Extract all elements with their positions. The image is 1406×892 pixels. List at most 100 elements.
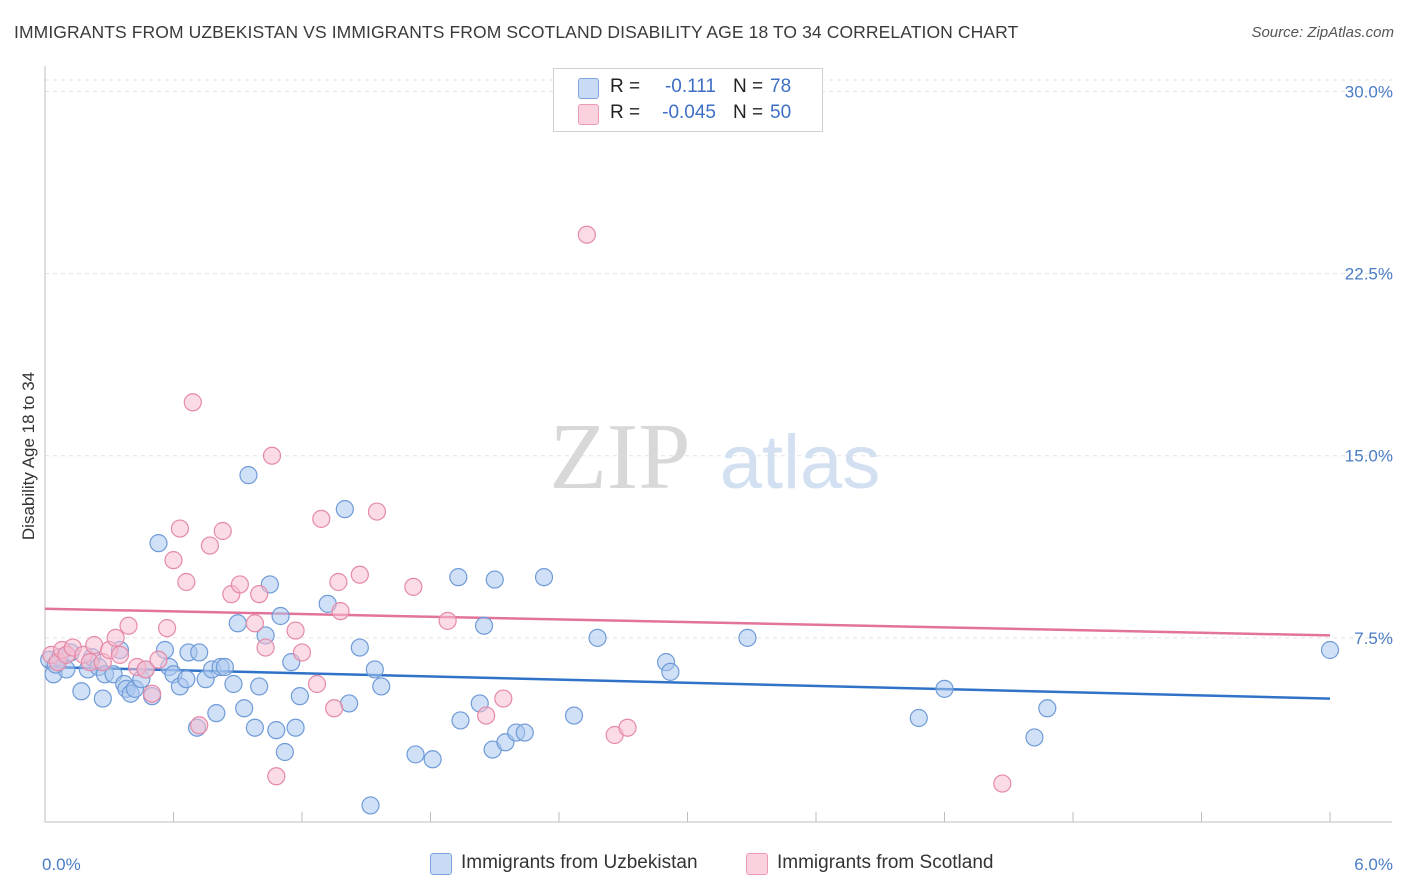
y-tick-label: 15.0% bbox=[1345, 447, 1393, 466]
legend-n-label: N = bbox=[733, 76, 764, 97]
uzbekistan-point bbox=[361, 796, 380, 815]
scotland-point bbox=[438, 611, 457, 630]
uzbekistan-point bbox=[340, 694, 359, 713]
uzbekistan-point bbox=[286, 718, 305, 737]
uzbekistan-point bbox=[661, 662, 680, 681]
uzbekistan-trend-line bbox=[44, 665, 1331, 700]
scotland-point bbox=[142, 684, 162, 703]
uzbekistan-point bbox=[245, 718, 264, 737]
scotland-point bbox=[85, 636, 104, 655]
legend-swatch-scotland bbox=[578, 104, 599, 125]
scotland-point bbox=[170, 519, 190, 538]
grid bbox=[45, 79, 1392, 639]
uzbekistan-point bbox=[224, 674, 243, 694]
uzbekistan-point bbox=[406, 745, 425, 764]
scotland-point bbox=[618, 718, 637, 737]
uzbekistan-point bbox=[350, 638, 369, 657]
data-points bbox=[40, 89, 1340, 815]
y-tick-label: 30.0% bbox=[1345, 82, 1393, 101]
watermark-zip: ZIP bbox=[550, 405, 691, 509]
scotland-point bbox=[477, 706, 496, 725]
scotland-point bbox=[245, 614, 264, 633]
uzbekistan-point bbox=[228, 614, 247, 633]
source-label: Source: ZipAtlas.com bbox=[1251, 24, 1394, 41]
uzbekistan-point bbox=[93, 689, 112, 708]
scotland-point bbox=[230, 575, 249, 594]
uzbekistan-point bbox=[190, 643, 209, 662]
legend-stats: R = -0.111 N = 78 R = -0.045 N = 50 bbox=[553, 68, 823, 132]
scotland-point bbox=[119, 616, 138, 635]
uzbekistan-point bbox=[372, 677, 391, 696]
scotland-point bbox=[250, 585, 269, 604]
uzbekistan-point bbox=[215, 657, 234, 677]
uzbekistan-point bbox=[564, 706, 584, 725]
uzbekistan-point bbox=[423, 750, 442, 769]
uzbekistan-point bbox=[534, 568, 554, 587]
uzbekistan-point bbox=[149, 534, 168, 553]
scotland-point bbox=[149, 650, 168, 669]
scotland-point bbox=[200, 536, 220, 555]
legend-r-label: R = bbox=[610, 76, 641, 97]
legend-n-value: 78 bbox=[770, 76, 792, 97]
scotland-point bbox=[577, 225, 596, 244]
legend-n-value: 50 bbox=[770, 102, 792, 123]
uzbekistan-point bbox=[250, 677, 269, 696]
scotland-point bbox=[262, 446, 282, 465]
legend-swatch-scotland bbox=[746, 853, 768, 875]
uzbekistan-point bbox=[365, 660, 384, 679]
uzbekistan-point bbox=[935, 679, 954, 698]
uzbekistan-point bbox=[275, 742, 294, 762]
scotland-point bbox=[286, 621, 305, 640]
watermark-atlas: atlas bbox=[720, 420, 881, 505]
scotland-point bbox=[164, 551, 183, 570]
scotland-point bbox=[183, 393, 202, 412]
y-tick-label: 7.5% bbox=[1354, 629, 1393, 648]
legend-label-scotland: Immigrants from Scotland bbox=[777, 852, 994, 873]
uzbekistan-point bbox=[738, 628, 757, 647]
scotland-point bbox=[329, 572, 348, 592]
uzbekistan-point bbox=[235, 699, 254, 718]
y-tick-label: 22.5% bbox=[1345, 265, 1393, 284]
legend-swatch-uzbekistan bbox=[578, 78, 599, 99]
scotland-point bbox=[106, 628, 125, 647]
scotland-point bbox=[404, 577, 423, 596]
x-tick-label: 6.0% bbox=[1354, 855, 1393, 874]
uzbekistan-point bbox=[588, 628, 607, 647]
scotland-point bbox=[292, 643, 312, 662]
trend-lines bbox=[44, 607, 1331, 700]
legend-r-value: -0.045 bbox=[662, 102, 716, 123]
legend-swatch-uzbekistan bbox=[430, 853, 452, 875]
uzbekistan-point bbox=[207, 704, 226, 723]
legend-r-value: -0.111 bbox=[664, 76, 716, 97]
uzbekistan-point bbox=[485, 570, 504, 589]
chart-title: IMMIGRANTS FROM UZBEKISTAN VS IMMIGRANTS… bbox=[14, 22, 1019, 42]
y-tick-labels: 7.5% 15.0% 22.5% 30.0% bbox=[1345, 82, 1393, 647]
scotland-point bbox=[993, 774, 1012, 793]
uzbekistan-point bbox=[474, 616, 494, 635]
scotland-trend-line bbox=[44, 607, 1331, 637]
scotland-point bbox=[307, 674, 327, 694]
scotland-point bbox=[177, 572, 196, 592]
legend-label-uzbekistan: Immigrants from Uzbekistan bbox=[461, 852, 698, 873]
scotland-point bbox=[494, 689, 513, 708]
scotland-point bbox=[190, 716, 209, 735]
scotland-point bbox=[157, 619, 177, 638]
uzbekistan-point bbox=[515, 723, 534, 742]
uzbekistan-point bbox=[1320, 640, 1340, 660]
scotland-point bbox=[256, 638, 275, 657]
uzbekistan-point bbox=[267, 721, 286, 740]
scotland-point bbox=[331, 602, 350, 621]
scotland-point bbox=[350, 565, 369, 584]
uzbekistan-point bbox=[271, 606, 290, 626]
scotland-point bbox=[367, 502, 387, 521]
legend-n-label: N = bbox=[733, 102, 764, 123]
x-tick-labels: 0.0% 6.0% bbox=[42, 855, 1393, 874]
uzbekistan-point bbox=[290, 687, 309, 706]
scotland-point bbox=[312, 509, 331, 528]
axes bbox=[44, 66, 1392, 823]
scotland-point bbox=[325, 699, 344, 718]
uzbekistan-point bbox=[1025, 728, 1044, 747]
scotland-point bbox=[136, 660, 155, 679]
uzbekistan-point bbox=[335, 500, 354, 519]
